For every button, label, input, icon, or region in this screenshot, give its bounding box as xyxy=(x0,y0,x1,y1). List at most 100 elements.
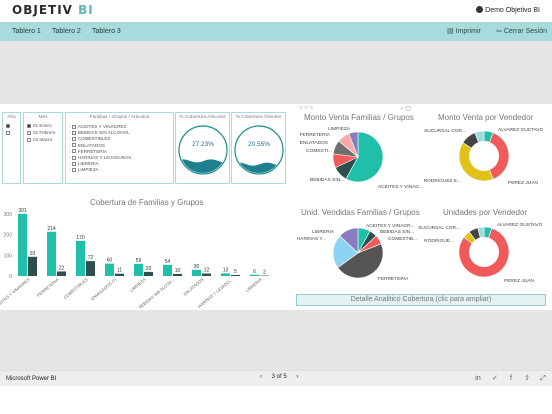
checkbox-icon[interactable] xyxy=(6,130,10,135)
slice-label: RODRIGUEZ E... xyxy=(424,178,461,184)
data-label: 59 xyxy=(136,258,142,264)
detail-link-button[interactable]: Detalle Analitico Cobertura (clic para a… xyxy=(296,294,546,306)
slice-label: BEBIDAS SIN... xyxy=(310,177,344,183)
slicer-item[interactable]: › ACEITES Y VINAGRES xyxy=(69,124,127,129)
checkbox-icon[interactable] xyxy=(27,137,31,142)
pie-slice xyxy=(339,227,359,254)
slicer-item[interactable] xyxy=(6,130,12,135)
checkbox-icon[interactable] xyxy=(71,136,76,141)
slicer-item[interactable]: › HARINAS Y LEVADURAS xyxy=(69,155,132,160)
nav-bar: Tablero 1 Tablero 2 Tablero 3 ▤ Imprimir… xyxy=(0,22,552,41)
checkbox-icon[interactable] xyxy=(71,155,76,160)
x-tick-label: LIBRERIA xyxy=(245,277,263,293)
slice-label: COMESTIB... xyxy=(388,236,417,242)
kpi-cobertura-articulos: % Cobertura Articulos 27.23% xyxy=(175,112,230,184)
logout-button[interactable]: ⇦ Cerrar Sesión xyxy=(496,28,548,35)
tab-tablero-1[interactable]: Tablero 1 xyxy=(12,28,41,35)
x-tick-label: ENLATADOS xyxy=(182,277,204,297)
bar xyxy=(250,274,259,276)
kpi-value: 20.55% xyxy=(248,141,270,148)
data-label: 301 xyxy=(18,208,27,214)
pie-slice xyxy=(332,235,359,269)
pie-title-unid-vendedor: Unidades por Vendedor xyxy=(443,208,528,217)
slicer-item[interactable] xyxy=(6,123,12,128)
focus-icon[interactable]: ○ ▢ xyxy=(400,106,411,112)
data-label: 170 xyxy=(76,235,85,241)
bar xyxy=(192,269,201,276)
fullscreen-icon[interactable]: ⤢ xyxy=(540,375,546,382)
checkbox-icon[interactable] xyxy=(71,130,76,135)
checkbox-icon[interactable] xyxy=(71,149,76,154)
slice-label: LIBRERIA xyxy=(312,229,335,235)
pie-title-unid-familias: Unid. Vendidas Familias / Grupos xyxy=(301,208,420,217)
page-indicator: 3 of 5 xyxy=(271,374,287,380)
checkbox-icon[interactable] xyxy=(27,123,31,128)
x-tick-label: ENVASADOS (?) xyxy=(90,277,118,302)
slice-label: RODRIGUE... xyxy=(424,238,454,244)
slicer-item[interactable]: › COMESTIBLES xyxy=(69,136,111,142)
x-tick-label: ACEITES Y VINAGRES xyxy=(0,277,31,308)
slicer-mes[interactable]: Mes 01 Enero 02 Febrero 03 Marzo xyxy=(23,112,63,184)
bar xyxy=(86,261,95,276)
y-tick-label: 300 xyxy=(4,212,13,218)
slicer-item[interactable]: › ENLATADOS xyxy=(69,142,105,148)
slicer-item[interactable]: 01 Enero xyxy=(27,123,52,128)
slice-label: FERRETERIA xyxy=(378,276,409,282)
slice-label: SUCURSAL COR... xyxy=(424,128,466,134)
prev-page-icon[interactable]: ‹ xyxy=(260,374,262,380)
slicer-item[interactable]: 02 Febrero xyxy=(27,130,55,135)
y-tick-label: 0 xyxy=(9,274,12,280)
gauge-fill xyxy=(180,159,226,173)
pager: ‹ 3 of 5 › xyxy=(256,374,302,380)
tab-tablero-3[interactable]: Tablero 3 xyxy=(92,28,121,35)
data-label: 12 xyxy=(204,268,210,274)
checkbox-icon[interactable] xyxy=(71,167,76,172)
bar xyxy=(28,256,37,276)
slicer-item[interactable]: › LIMPIEZA xyxy=(69,167,99,173)
checkbox-icon[interactable] xyxy=(71,161,76,166)
print-button[interactable]: ▤ Imprimir xyxy=(447,28,481,35)
data-label: 10 xyxy=(175,268,181,274)
data-label: 54 xyxy=(165,259,171,265)
pie-title-monto-familias: Monto Venta Familias / Grupos xyxy=(304,113,414,122)
slice-label: LIMPIEZA xyxy=(328,126,351,132)
pie-slice xyxy=(348,131,359,158)
pie-charts[interactable]: ACEITES Y VINAG... BEBIDAS SIN... COMESTI.… xyxy=(290,100,552,295)
donut-hole xyxy=(469,141,499,171)
checkbox-icon[interactable] xyxy=(71,143,76,148)
gauge-ring xyxy=(234,125,284,175)
user-menu[interactable]: Demo Objetivo BI xyxy=(476,6,540,14)
slice-label: FERRETERIA xyxy=(300,132,331,138)
share-icon[interactable]: ⇪ xyxy=(524,375,530,382)
slicer-item[interactable]: › FERRETERIA xyxy=(69,148,107,154)
tab-tablero-2[interactable]: Tablero 2 xyxy=(52,28,81,35)
slice-label: ACEITES Y VINAGR... xyxy=(366,223,415,229)
twitter-icon[interactable]: ✓ xyxy=(492,375,498,382)
bar xyxy=(202,273,211,276)
x-tick-label: LIMPIEZA xyxy=(129,277,147,293)
bar xyxy=(18,213,27,276)
bar-chart[interactable]: 0 100 200 300 301 93 ACEITES Y VINAGRES 214 22 FE… xyxy=(0,208,290,308)
kpi-gauge: 20.55% xyxy=(234,125,284,175)
pie-slice xyxy=(345,131,384,183)
slice-label: SUCURSAL COR... xyxy=(418,225,460,231)
slicer-familias[interactable]: Familias / Grupos / Articulos › ACEITES … xyxy=(65,112,174,184)
slicer-item[interactable]: 03 Marzo xyxy=(27,137,52,142)
data-label: 2 xyxy=(263,270,266,276)
slicer-item[interactable]: › LIBRERIA xyxy=(69,161,99,167)
data-label: 11 xyxy=(117,268,122,274)
checkbox-icon[interactable] xyxy=(71,124,76,129)
next-page-icon[interactable]: › xyxy=(296,374,299,380)
slicer-item[interactable]: › BEBIDAS SIN ALCOHOL xyxy=(69,130,130,136)
checkbox-icon[interactable] xyxy=(6,123,10,128)
facebook-icon[interactable]: f xyxy=(510,375,512,382)
checkbox-icon[interactable] xyxy=(27,130,31,135)
kpi-gauge: 27.23% xyxy=(178,125,228,175)
bar xyxy=(115,273,124,276)
visual-header-icons[interactable]: ○ ○ ○ xyxy=(299,105,314,111)
data-label: 13 xyxy=(223,267,229,273)
pie-slice xyxy=(337,243,384,279)
data-label: 5 xyxy=(234,269,237,275)
slicer-anio[interactable]: Año xyxy=(2,112,21,184)
linkedin-icon[interactable]: in xyxy=(475,375,481,382)
